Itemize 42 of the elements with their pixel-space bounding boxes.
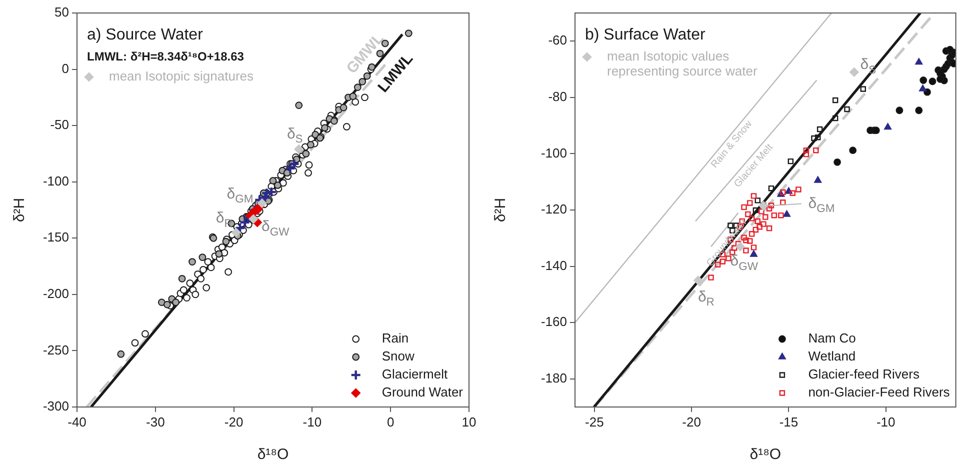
legend-label: Nam Co <box>808 330 856 346</box>
x-tick-label: -25 <box>585 414 604 430</box>
legend-label: mean Isotopic values representing source water <box>607 48 758 79</box>
legend-label: Snow <box>382 348 415 364</box>
x-tick-label: 10 <box>462 414 476 430</box>
y-tick-label: -150 <box>42 230 69 245</box>
y-tick-label: -300 <box>42 398 69 414</box>
legend-label: mean Isotopic signatures <box>109 68 254 84</box>
y-tick-label: -200 <box>42 286 69 302</box>
x-tick-label: -10 <box>876 414 896 430</box>
y-axis-title: δ²H <box>492 198 510 222</box>
y-tick-label: -160 <box>540 314 567 330</box>
x-tick-label: -40 <box>68 414 86 430</box>
legend-label: Wetland <box>808 348 856 364</box>
x-tick-label: -30 <box>146 414 165 430</box>
legend-label: Rain <box>382 330 409 346</box>
y-tick-label: -120 <box>540 202 567 217</box>
x-tick-label: -10 <box>302 414 322 430</box>
x-tick-label: -15 <box>779 414 798 430</box>
legend-label: non-Glacier-Feed Rivers <box>808 384 950 400</box>
y-axis-title: δ²H <box>11 198 28 222</box>
text: a) Source Water <box>87 26 204 44</box>
text: LMWL: δ²H=8.34δ¹⁸O+18.63 <box>87 49 244 64</box>
legend-label: Glacier-feed Rivers <box>808 366 920 382</box>
y-tick-label: -100 <box>540 145 567 160</box>
x-tick-label: -20 <box>682 414 701 430</box>
y-tick-label: -50 <box>50 117 69 132</box>
y-tick-label: -180 <box>540 370 567 386</box>
text: b) Surface Water <box>585 26 706 44</box>
x-axis-title: δ¹⁸O <box>257 446 289 464</box>
legend-label: Glaciermelt <box>382 366 448 382</box>
y-tick-label: 0 <box>62 60 69 76</box>
x-tick-label: 0 <box>386 414 394 430</box>
y-tick-label: -60 <box>548 32 567 48</box>
y-tick-label: -100 <box>42 173 69 188</box>
y-tick-label: -80 <box>548 89 567 104</box>
x-tick-label: -20 <box>224 414 244 430</box>
legend-label: Ground Water <box>382 384 464 400</box>
x-axis-title: δ¹⁸O <box>750 446 782 464</box>
y-tick-label: -140 <box>540 258 567 273</box>
y-tick-label: 50 <box>54 4 69 20</box>
y-tick-label: -250 <box>42 342 69 358</box>
